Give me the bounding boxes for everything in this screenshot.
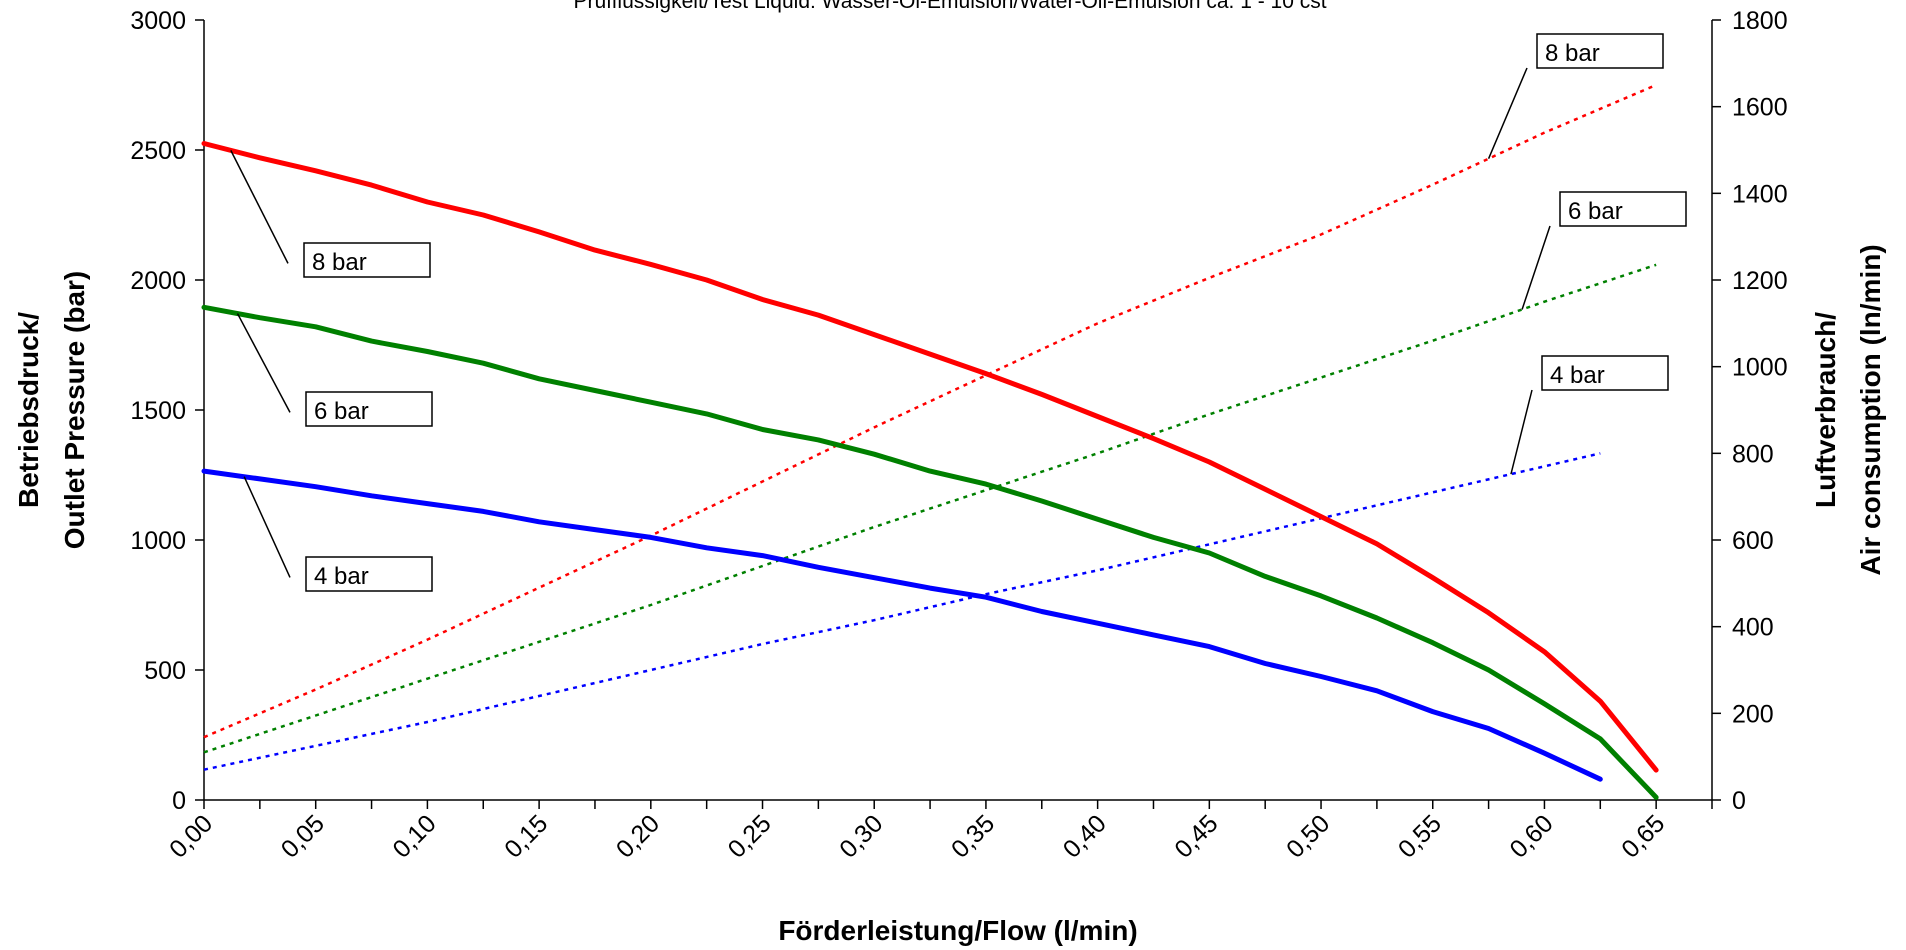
x-tick-label: 0,50 (1281, 809, 1335, 863)
right-axis-title: Luftverbrauch/ Air consumption (ln/min) (1810, 244, 1886, 575)
callout-pressure-8-bar: 8 bar (230, 150, 431, 278)
callout-pressure-6-bar: 6 bar (236, 313, 433, 427)
right-tick-label: 1600 (1732, 94, 1788, 122)
callout-pressure-4-bar: 4 bar (243, 476, 433, 592)
callout-box (303, 242, 431, 278)
air-line-8-bar (203, 83, 1657, 739)
callout-label: 6 bar (314, 398, 369, 425)
left-tick-label: 3000 (130, 7, 186, 35)
left-tick-label: 500 (144, 657, 186, 685)
right-axis-title-line1: Luftverbrauch/ (1810, 312, 1841, 508)
x-tick-label: 0,60 (1504, 809, 1558, 863)
callout-label: 4 bar (1550, 362, 1605, 389)
x-tick-label: 0,10 (387, 809, 441, 863)
callout-box (305, 391, 433, 427)
callout-label: 8 bar (1545, 40, 1600, 67)
right-tick-label: 200 (1732, 700, 1774, 728)
right-tick-label: 1800 (1732, 7, 1788, 35)
right-tick-label: 400 (1732, 614, 1774, 642)
axes (195, 19, 1721, 809)
left-tick-label: 1000 (130, 527, 186, 555)
callout-box (1541, 355, 1669, 391)
x-tick-label: 0,35 (946, 809, 1000, 863)
left-axis-title-line2: Outlet Pressure (bar) (59, 271, 90, 550)
callout-leader-line (1521, 225, 1551, 310)
left-tick-label: 2000 (130, 267, 186, 295)
callout-air-8-bar: 8 bar (1487, 33, 1664, 159)
callout-leader-line (230, 150, 289, 264)
callout-leader-line (1487, 67, 1528, 159)
callout-box (305, 556, 433, 592)
x-tick-label: 0,20 (611, 809, 665, 863)
callout-box (1536, 33, 1664, 69)
x-tick-label: 0,55 (1393, 809, 1447, 863)
right-axis-title-line2: Air consumption (ln/min) (1855, 244, 1886, 575)
x-axis-title: Förderleistung/Flow (l/min) (778, 915, 1137, 946)
x-tick-label: 0,65 (1616, 809, 1670, 863)
left-tick-label: 0 (172, 787, 186, 815)
callout-label: 8 bar (312, 249, 367, 276)
callout-leader-line (236, 313, 291, 413)
callout-box (1559, 191, 1687, 227)
pressure-line-6-bar (201, 304, 1659, 800)
left-axis-title: Betriebsdruck/ Outlet Pressure (bar) (13, 271, 90, 550)
pressure-line-4-bar (201, 468, 1603, 782)
chart-subtitle: Prüfflüssigkeit/Test Liquid: Wasser-Öl-E… (573, 0, 1326, 13)
x-tick-label: 0,40 (1058, 809, 1112, 863)
series-callouts: 8 bar 6 bar 4 bar 8 bar 6 bar 4 bar (230, 33, 1687, 592)
callout-leader-line (243, 476, 291, 578)
x-tick-label: 0,00 (164, 809, 218, 863)
left-axis-title-line1: Betriebsdruck/ (13, 312, 44, 508)
x-tick-label: 0,15 (499, 809, 553, 863)
right-tick-label: 1200 (1732, 267, 1788, 295)
x-tick-label: 0,30 (834, 809, 888, 863)
left-tick-label: 1500 (130, 397, 186, 425)
callout-air-6-bar: 6 bar (1521, 191, 1687, 310)
air-line-6-bar (203, 263, 1657, 754)
tick-labels: 0 500 1000 1500 2000 2500 3000 0 200 400 600 800 100… (130, 7, 1787, 864)
left-tick-label: 2500 (130, 137, 186, 165)
x-tick-label: 0,25 (723, 809, 777, 863)
right-tick-label: 1400 (1732, 180, 1788, 208)
x-tick-label: 0,05 (276, 809, 330, 863)
air-consumption-series (203, 83, 1657, 771)
outlet-pressure-series (201, 141, 1659, 800)
right-tick-label: 800 (1732, 440, 1774, 468)
pressure-line-8-bar (201, 141, 1659, 773)
callout-air-4-bar: 4 bar (1510, 355, 1669, 475)
x-tick-label: 0,45 (1169, 809, 1223, 863)
right-tick-label: 0 (1732, 787, 1746, 815)
right-tick-label: 1000 (1732, 354, 1788, 382)
callout-label: 6 bar (1568, 198, 1623, 225)
callout-label: 4 bar (314, 563, 369, 590)
right-tick-label: 600 (1732, 527, 1774, 555)
callout-leader-line (1510, 389, 1533, 475)
